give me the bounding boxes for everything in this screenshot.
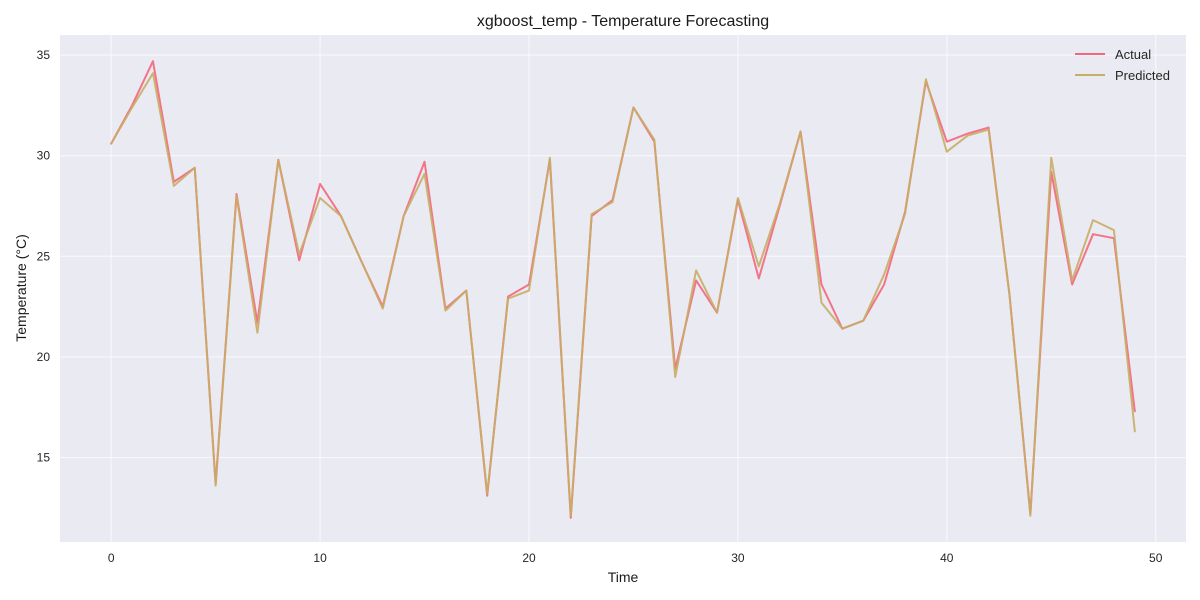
series-lines (110, 60, 1136, 519)
x-tick-label: 50 (1149, 551, 1163, 565)
legend: Actual Predicted (1075, 47, 1170, 83)
y-axis-label: Temperature (°C) (13, 234, 29, 342)
chart-title: xgboost_temp - Temperature Forecasting (477, 13, 769, 30)
x-tick-label: 10 (313, 551, 327, 565)
x-tick-label: 0 (108, 551, 115, 565)
x-tick-label: 20 (522, 551, 536, 565)
x-tick-label: 30 (731, 551, 745, 565)
legend-label-actual: Actual (1115, 47, 1151, 62)
y-tick-label: 35 (37, 48, 51, 62)
series-line-predicted (110, 72, 1136, 517)
y-tick-label: 15 (37, 451, 51, 465)
legend-label-predicted: Predicted (1115, 68, 1170, 83)
x-tick-label: 40 (940, 551, 954, 565)
x-tick-labels: 0 10 20 30 40 50 (108, 551, 1163, 565)
y-tick-label: 20 (37, 350, 51, 364)
y-tick-labels: 15 20 25 30 35 (37, 48, 51, 464)
y-tick-label: 30 (37, 149, 51, 163)
y-tick-label: 25 (37, 249, 51, 263)
x-axis-label: Time (608, 569, 639, 585)
